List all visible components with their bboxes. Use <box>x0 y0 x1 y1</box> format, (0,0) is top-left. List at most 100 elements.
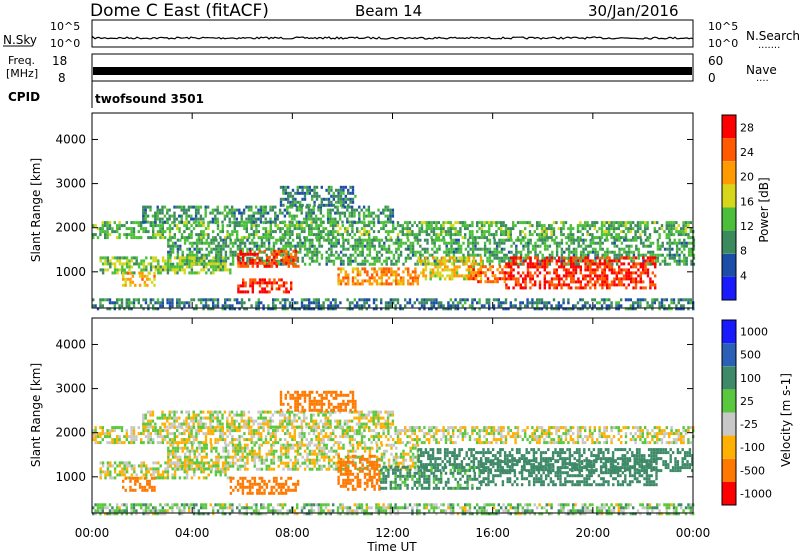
echo-cell <box>373 276 376 280</box>
echo-cell <box>420 304 424 308</box>
echo-cell <box>613 256 616 260</box>
echo-cell <box>567 268 570 272</box>
echo-cell <box>329 304 332 308</box>
echo-cell <box>425 224 428 228</box>
echo-cell <box>677 233 680 237</box>
echo-cell <box>161 217 164 221</box>
echo-cell <box>300 429 304 433</box>
echo-cell <box>465 262 468 266</box>
echo-cell <box>363 259 367 263</box>
echo-cell <box>185 208 188 212</box>
echo-cell <box>588 432 592 436</box>
echo-cell <box>632 426 635 430</box>
echo-cell <box>529 262 532 266</box>
echo-cell <box>477 274 480 278</box>
echo-cell <box>104 256 107 260</box>
echo-cell <box>452 253 456 257</box>
echo-cell <box>601 277 604 281</box>
echo-cell <box>591 277 594 281</box>
echo-cell <box>644 262 647 266</box>
echo-cell <box>567 227 570 231</box>
echo-cell <box>176 301 179 305</box>
echo-cell <box>169 250 172 254</box>
echo-cell <box>610 271 614 275</box>
echo-cell <box>692 244 696 248</box>
echo-cell <box>644 259 647 263</box>
echo-cell <box>606 247 609 251</box>
echo-cell <box>526 221 529 225</box>
echo-cell <box>382 208 385 212</box>
echo-cell <box>288 227 292 231</box>
echo-cell <box>123 262 126 266</box>
echo-cell <box>545 301 548 305</box>
echo-cell <box>140 259 143 263</box>
echo-cell <box>613 268 616 272</box>
echo-cell <box>519 301 522 305</box>
echo-cell <box>173 217 176 221</box>
echo-cell <box>600 224 604 228</box>
echo-cell <box>440 233 443 237</box>
echo-cell <box>417 259 420 263</box>
echo-cell <box>322 438 325 442</box>
echo-cell <box>588 233 592 237</box>
echo-cell <box>288 301 292 305</box>
echo-cell <box>562 227 565 231</box>
echo-cell <box>550 233 553 237</box>
echo-cell <box>372 301 376 305</box>
echo-cell <box>416 233 419 237</box>
echo-cell <box>581 438 584 442</box>
echo-cell <box>327 426 330 430</box>
echo-cell <box>516 429 520 433</box>
echo-cell <box>152 438 155 442</box>
echo-cell <box>606 250 609 254</box>
echo-cell <box>538 286 542 290</box>
echo-cell <box>373 244 376 248</box>
echo-cell <box>141 277 144 281</box>
echo-cell <box>236 247 240 251</box>
echo-cell <box>267 238 271 242</box>
echo-cell <box>202 265 206 269</box>
echo-cell <box>524 277 527 281</box>
echo-cell <box>589 280 592 284</box>
echo-cell <box>383 273 386 277</box>
echo-cell <box>572 304 575 308</box>
echo-cell <box>240 435 244 439</box>
echo-cell <box>265 262 268 266</box>
echo-cell <box>276 227 280 231</box>
echo-cell <box>193 256 196 260</box>
echo-cell <box>414 238 417 242</box>
echo-cell <box>435 429 438 433</box>
echo-cell <box>603 256 607 260</box>
echo-cell <box>291 307 294 311</box>
echo-cell <box>246 264 250 268</box>
freq-unit-label: [MHz] <box>6 67 38 80</box>
echo-cell <box>567 247 571 251</box>
echo-cell <box>275 249 278 253</box>
echo-cell <box>251 261 254 265</box>
echo-cell <box>498 265 502 269</box>
echo-cell <box>219 435 222 439</box>
echo-cell <box>488 224 491 228</box>
echo-cell <box>358 220 361 224</box>
echo-cell <box>164 435 167 439</box>
echo-cell <box>336 304 340 308</box>
echo-cell <box>455 238 458 242</box>
echo-cell <box>659 244 662 248</box>
echo-cell <box>500 250 504 254</box>
echo-cell <box>579 236 582 240</box>
echo-cell <box>413 432 416 436</box>
echo-cell <box>490 426 493 430</box>
echo-cell <box>567 298 570 302</box>
echo-cell <box>526 438 529 442</box>
echo-cell <box>380 282 383 286</box>
echo-cell <box>344 247 348 251</box>
echo-cell <box>168 214 171 218</box>
echo-cell <box>233 211 236 215</box>
echo-cell <box>574 304 577 308</box>
echo-cell <box>454 221 457 225</box>
echo-cell <box>123 271 126 275</box>
echo-cell <box>200 233 203 237</box>
echo-cell <box>401 227 404 231</box>
echo-cell <box>286 441 289 445</box>
echo-cell <box>291 200 295 204</box>
